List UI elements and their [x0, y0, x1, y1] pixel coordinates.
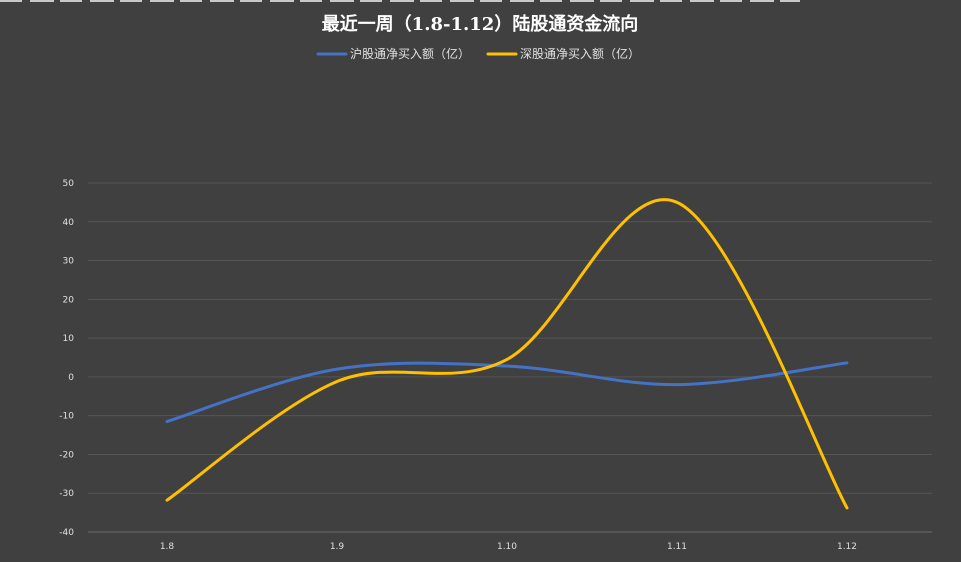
- y-tick-label: 0: [68, 373, 74, 383]
- chart-title: 最近一周（1.8-1.12）陆股通资金流向: [322, 13, 639, 35]
- y-tick-label: 40: [63, 218, 75, 228]
- series-line-1: [165, 361, 849, 423]
- top-edge-artifact: [0, 0, 800, 2]
- legend-label-2: 深股通净买入额（亿）: [520, 46, 640, 61]
- x-tick-label: 1.8: [160, 542, 175, 552]
- y-axis-ticks: 50 40 30 20 10 0 -10 -20 -30 -40: [59, 179, 74, 538]
- y-tick-label: 20: [63, 295, 75, 305]
- x-tick-label: 1.10: [497, 542, 517, 552]
- y-tick-label: -20: [59, 450, 74, 460]
- y-tick-label: 10: [63, 334, 75, 344]
- legend-label-1: 沪股通净买入额（亿）: [350, 46, 470, 61]
- chart-legend: 沪股通净买入额（亿） 深股通净买入额（亿）: [316, 46, 640, 61]
- y-tick-label: 30: [63, 257, 75, 267]
- chart-grid: [88, 182, 932, 533]
- chart-series: [165, 198, 849, 510]
- y-tick-label: 50: [63, 179, 75, 189]
- y-tick-label: -10: [59, 412, 74, 422]
- x-tick-label: 1.9: [330, 542, 345, 552]
- x-axis-ticks: 1.8 1.9 1.10 1.11 1.12: [160, 542, 857, 552]
- y-tick-label: -40: [59, 528, 74, 538]
- x-tick-label: 1.12: [837, 542, 857, 552]
- series-line-2: [165, 198, 849, 510]
- y-tick-label: -30: [59, 489, 74, 499]
- x-tick-label: 1.11: [667, 542, 687, 552]
